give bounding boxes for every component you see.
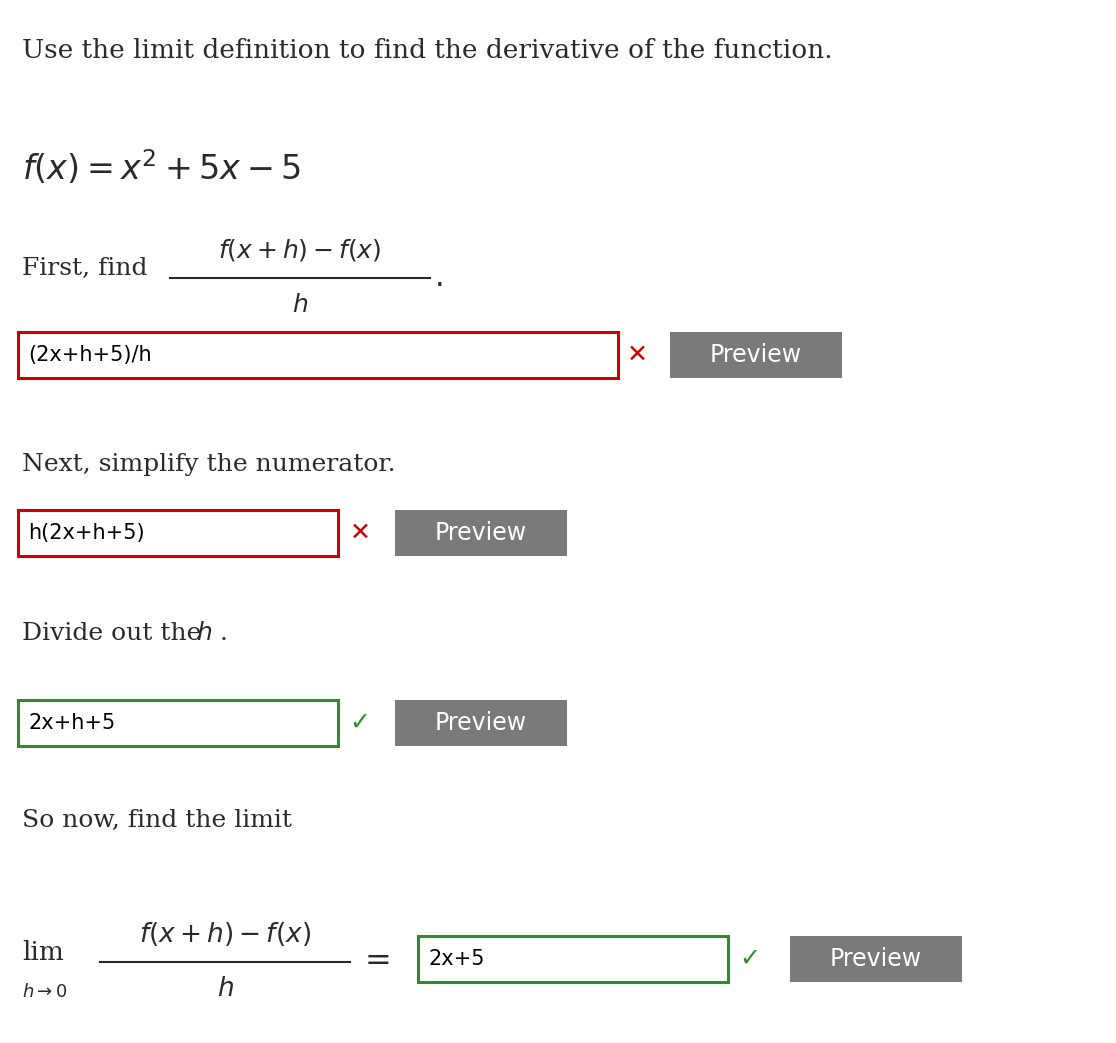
FancyBboxPatch shape [395,510,567,556]
Text: lim: lim [22,941,64,966]
Text: ✕: ✕ [626,343,647,367]
Text: Use the limit definition to find the derivative of the function.: Use the limit definition to find the der… [22,38,833,63]
Text: $h$: $h$ [217,975,233,1000]
FancyBboxPatch shape [18,332,618,378]
Text: $f(x + h) - f(x)$: $f(x + h) - f(x)$ [138,920,311,948]
Text: ✕: ✕ [349,522,371,545]
Text: Preview: Preview [435,522,527,545]
Text: $f(x) = x^2 + 5x - 5$: $f(x) = x^2 + 5x - 5$ [22,148,301,187]
Text: 2x+5: 2x+5 [429,949,484,969]
Text: =: = [365,946,392,977]
Text: .: . [220,623,228,646]
Text: .: . [435,264,444,292]
Text: h(2x+h+5): h(2x+h+5) [28,523,145,543]
Text: Preview: Preview [710,343,802,367]
Text: So now, find the limit: So now, find the limit [22,808,292,831]
Text: $h\to 0$: $h\to 0$ [22,983,68,1001]
Text: ✓: ✓ [740,947,760,971]
FancyBboxPatch shape [670,332,841,378]
Text: Next, simplify the numerator.: Next, simplify the numerator. [22,453,396,476]
Text: Preview: Preview [830,947,922,971]
Text: 2x+h+5: 2x+h+5 [28,713,115,733]
Text: (2x+h+5)/h: (2x+h+5)/h [28,345,152,365]
Text: Divide out the: Divide out the [22,623,210,646]
Text: $h$: $h$ [292,293,308,316]
FancyBboxPatch shape [418,936,728,983]
Text: ✓: ✓ [349,711,371,735]
Text: Preview: Preview [435,711,527,735]
Text: First, find: First, find [22,257,147,280]
FancyBboxPatch shape [18,510,338,556]
FancyBboxPatch shape [790,936,962,983]
Text: $f(x + h) - f(x)$: $f(x + h) - f(x)$ [219,237,382,263]
FancyBboxPatch shape [18,700,338,746]
FancyBboxPatch shape [395,700,567,746]
Text: $h$: $h$ [196,623,212,646]
